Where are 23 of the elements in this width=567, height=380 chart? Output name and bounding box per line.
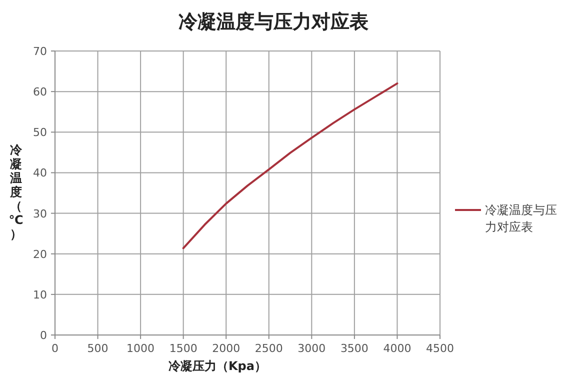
x-tick-label: 1000 (126, 342, 155, 355)
y-tick-label: 30 (33, 207, 47, 220)
y-tick-label: 70 (33, 45, 47, 58)
x-tick-label: 3000 (298, 342, 326, 355)
x-axis-title: 冷凝压力（Kpa） (168, 359, 266, 373)
x-tick-label: 2000 (212, 342, 240, 355)
y-tick-label: 10 (33, 288, 47, 302)
y-tick-label: 40 (33, 166, 47, 180)
y-tick-label: 0 (40, 329, 47, 342)
x-tick-label: 2500 (254, 342, 283, 355)
line-series (182, 82, 398, 250)
x-tick-label: 4000 (383, 342, 412, 355)
x-tick-label: 0 (52, 342, 58, 355)
y-axis-title: 冷凝温度（℃） (8, 143, 24, 241)
y-tick-label: 60 (33, 86, 47, 99)
x-tick-label: 3500 (340, 342, 368, 355)
x-tick-label: 1500 (169, 342, 198, 355)
y-tick-label: 50 (33, 126, 47, 140)
y-tick-label: 20 (33, 248, 47, 261)
x-tick-label: 4500 (426, 342, 454, 355)
chart-title: 冷凝温度与压力对应表 (178, 11, 370, 33)
legend-label: 冷凝温度与压力对应表 (485, 203, 557, 234)
x-tick-label: 500 (87, 342, 108, 355)
